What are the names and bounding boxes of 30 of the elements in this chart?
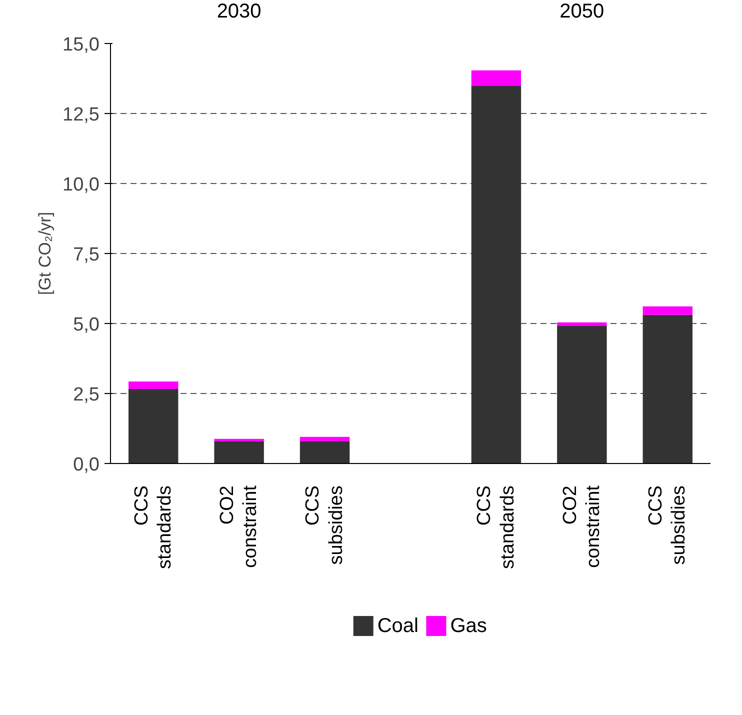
text: 2030 <box>216 0 262 22</box>
y-tick-label: 10,0 <box>62 174 100 196</box>
x-tick-label: CCS subsidies <box>302 485 347 565</box>
bar <box>642 314 692 464</box>
y-tick-label: 7,5 <box>73 244 100 266</box>
y-tick-label: 0,0 <box>73 454 100 476</box>
x-tick-label: CO2 constraint <box>560 484 604 568</box>
y-tick-label: 2,5 <box>73 384 100 406</box>
y-tick-label: 5,0 <box>73 314 100 336</box>
bar <box>557 326 607 464</box>
bar <box>471 86 522 464</box>
bar <box>300 436 350 442</box>
legend-label: Coal <box>377 615 418 637</box>
bar <box>128 381 178 390</box>
bar <box>471 70 522 86</box>
y-axis-title: [Gt CO₂/yr] <box>36 212 55 296</box>
text: 2050 <box>560 0 604 22</box>
bar <box>642 306 692 315</box>
legend-label: Gas <box>450 615 487 637</box>
bar <box>128 389 178 464</box>
y-tick-label: 15,0 <box>62 34 100 56</box>
bar <box>214 438 264 442</box>
bar <box>214 441 264 464</box>
x-tick-label: CCS standards <box>474 485 518 569</box>
x-tick-label: CCS subsidies <box>646 485 690 565</box>
bar <box>557 322 607 326</box>
bar <box>300 441 350 464</box>
y-tick-label: 12,5 <box>62 104 100 126</box>
x-tick-label: CO2 constraint <box>217 484 262 568</box>
x-tick-label: CCS standards <box>131 485 176 569</box>
